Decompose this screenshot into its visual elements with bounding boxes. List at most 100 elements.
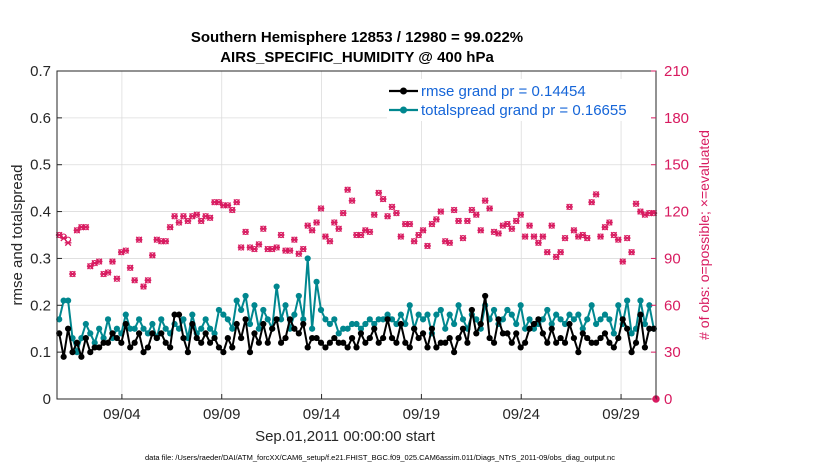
obs-evaluated-point: [566, 203, 573, 211]
rmse-point: [579, 330, 586, 337]
totalspread-point: [637, 297, 644, 304]
rmse-point: [548, 325, 555, 332]
rmse-point: [601, 330, 609, 337]
totalspread-point: [517, 302, 524, 309]
y-axis-right-label: # of obs: o=possible; ×=evaluated: [696, 130, 712, 340]
rmse-point: [64, 325, 72, 332]
obs-evaluated-point: [366, 228, 374, 236]
data-file-footer: data file: /Users/raeder/DAI/ATM_forcXX/…: [145, 453, 615, 462]
y-tick-label: 0.5: [30, 157, 51, 174]
rmse-point: [277, 339, 285, 346]
rmse-point: [286, 316, 294, 323]
obs-evaluated-point: [535, 239, 542, 247]
totalspread-point: [499, 316, 507, 323]
rmse-point: [371, 325, 378, 332]
y-axis-label: rmse and totalspread: [9, 165, 26, 306]
rmse-point: [455, 334, 462, 342]
rmse-point: [104, 339, 112, 346]
totalspread-point: [557, 316, 564, 323]
totalspread-point: [388, 316, 396, 323]
totalspread-point: [326, 320, 333, 328]
totalspread-point: [122, 311, 129, 318]
totalspread-point: [610, 330, 617, 337]
rmse-point: [553, 339, 560, 346]
obs-evaluated-point: [344, 186, 351, 193]
obs-evaluated-point: [291, 236, 298, 243]
rmse-point: [641, 344, 649, 351]
obs-evaluated-point: [122, 247, 130, 254]
rmse-point: [468, 306, 475, 314]
totalspread-point: [384, 311, 391, 318]
rmse-point: [539, 330, 546, 337]
totalspread-point: [242, 292, 249, 300]
rmse-point: [144, 344, 152, 351]
obs-evaluated-point: [237, 244, 245, 251]
totalspread-point: [229, 325, 236, 332]
x-tick-label: 09/19: [403, 406, 441, 423]
obs-evaluated-point: [255, 241, 263, 248]
obs-evaluated-point: [228, 206, 236, 214]
obs-evaluated-point: [570, 227, 578, 234]
obs-evaluated-point: [379, 195, 387, 203]
rmse-point: [490, 339, 498, 346]
obs-evaluated-point: [95, 258, 103, 265]
rmse-point: [229, 344, 236, 351]
x-tick-label: 09/29: [602, 406, 640, 423]
rmse-point: [113, 334, 120, 342]
rmse-point: [251, 330, 258, 337]
obs-evaluated-point: [131, 277, 139, 284]
y-tick-label: 0.3: [30, 250, 51, 267]
totalspread-point: [220, 311, 227, 318]
rmse-point: [588, 339, 595, 346]
obs-evaluated-point: [517, 211, 525, 218]
rmse-point: [424, 344, 431, 351]
obs-evaluated-point: [548, 222, 556, 229]
totalspread-point: [91, 339, 98, 346]
obs-evaluated-point: [393, 209, 400, 217]
rmse-point: [632, 339, 640, 346]
totalspread-point: [211, 330, 218, 337]
obs-evaluated-point: [193, 211, 201, 218]
rmse-point: [380, 334, 387, 342]
obs-evaluated-point: [455, 217, 462, 225]
rmse-point: [224, 334, 231, 342]
obs-evaluated-point: [317, 205, 325, 212]
rmse-point: [459, 325, 467, 332]
chart-title: Southern Hemisphere 12853 / 12980 = 99.0…: [191, 29, 523, 46]
rmse-point: [624, 325, 631, 332]
totalspread-point: [362, 320, 369, 328]
obs-evaluated-point: [166, 223, 174, 231]
obs-evaluated-point: [495, 230, 502, 237]
obs-evaluated-point: [530, 233, 538, 240]
obs-evaluated-point: [375, 189, 383, 197]
rmse-point: [619, 316, 626, 323]
obs-evaluated-point: [388, 203, 396, 211]
obs-evaluated-point: [135, 236, 143, 243]
totalspread-point: [353, 320, 360, 328]
totalspread-point: [78, 334, 85, 342]
totalspread-point: [371, 320, 378, 328]
totalspread-point: [380, 316, 387, 323]
rmse-point: [393, 339, 400, 346]
rmse-point: [87, 349, 94, 356]
totalspread-point: [144, 330, 152, 337]
rmse-point: [295, 330, 302, 337]
rmse-point: [304, 344, 311, 351]
obs-evaluated-point: [370, 211, 378, 218]
rmse-point: [313, 334, 320, 342]
rmse-point: [122, 320, 129, 328]
obs-evaluated-point: [299, 245, 307, 253]
totalspread-point: [313, 278, 320, 285]
totalspread-point: [397, 311, 404, 318]
rmse-point: [206, 339, 214, 346]
rmse-point: [442, 339, 449, 346]
totalspread-point: [100, 334, 107, 342]
rmse-point: [486, 334, 493, 342]
rmse-point: [215, 344, 223, 351]
totalspread-point: [304, 255, 311, 262]
rmse-point: [273, 316, 280, 323]
totalspread-point: [544, 306, 551, 314]
rmse-point: [260, 320, 267, 328]
totalspread-point: [433, 311, 440, 318]
y-right-tick-label: 210: [664, 63, 689, 80]
